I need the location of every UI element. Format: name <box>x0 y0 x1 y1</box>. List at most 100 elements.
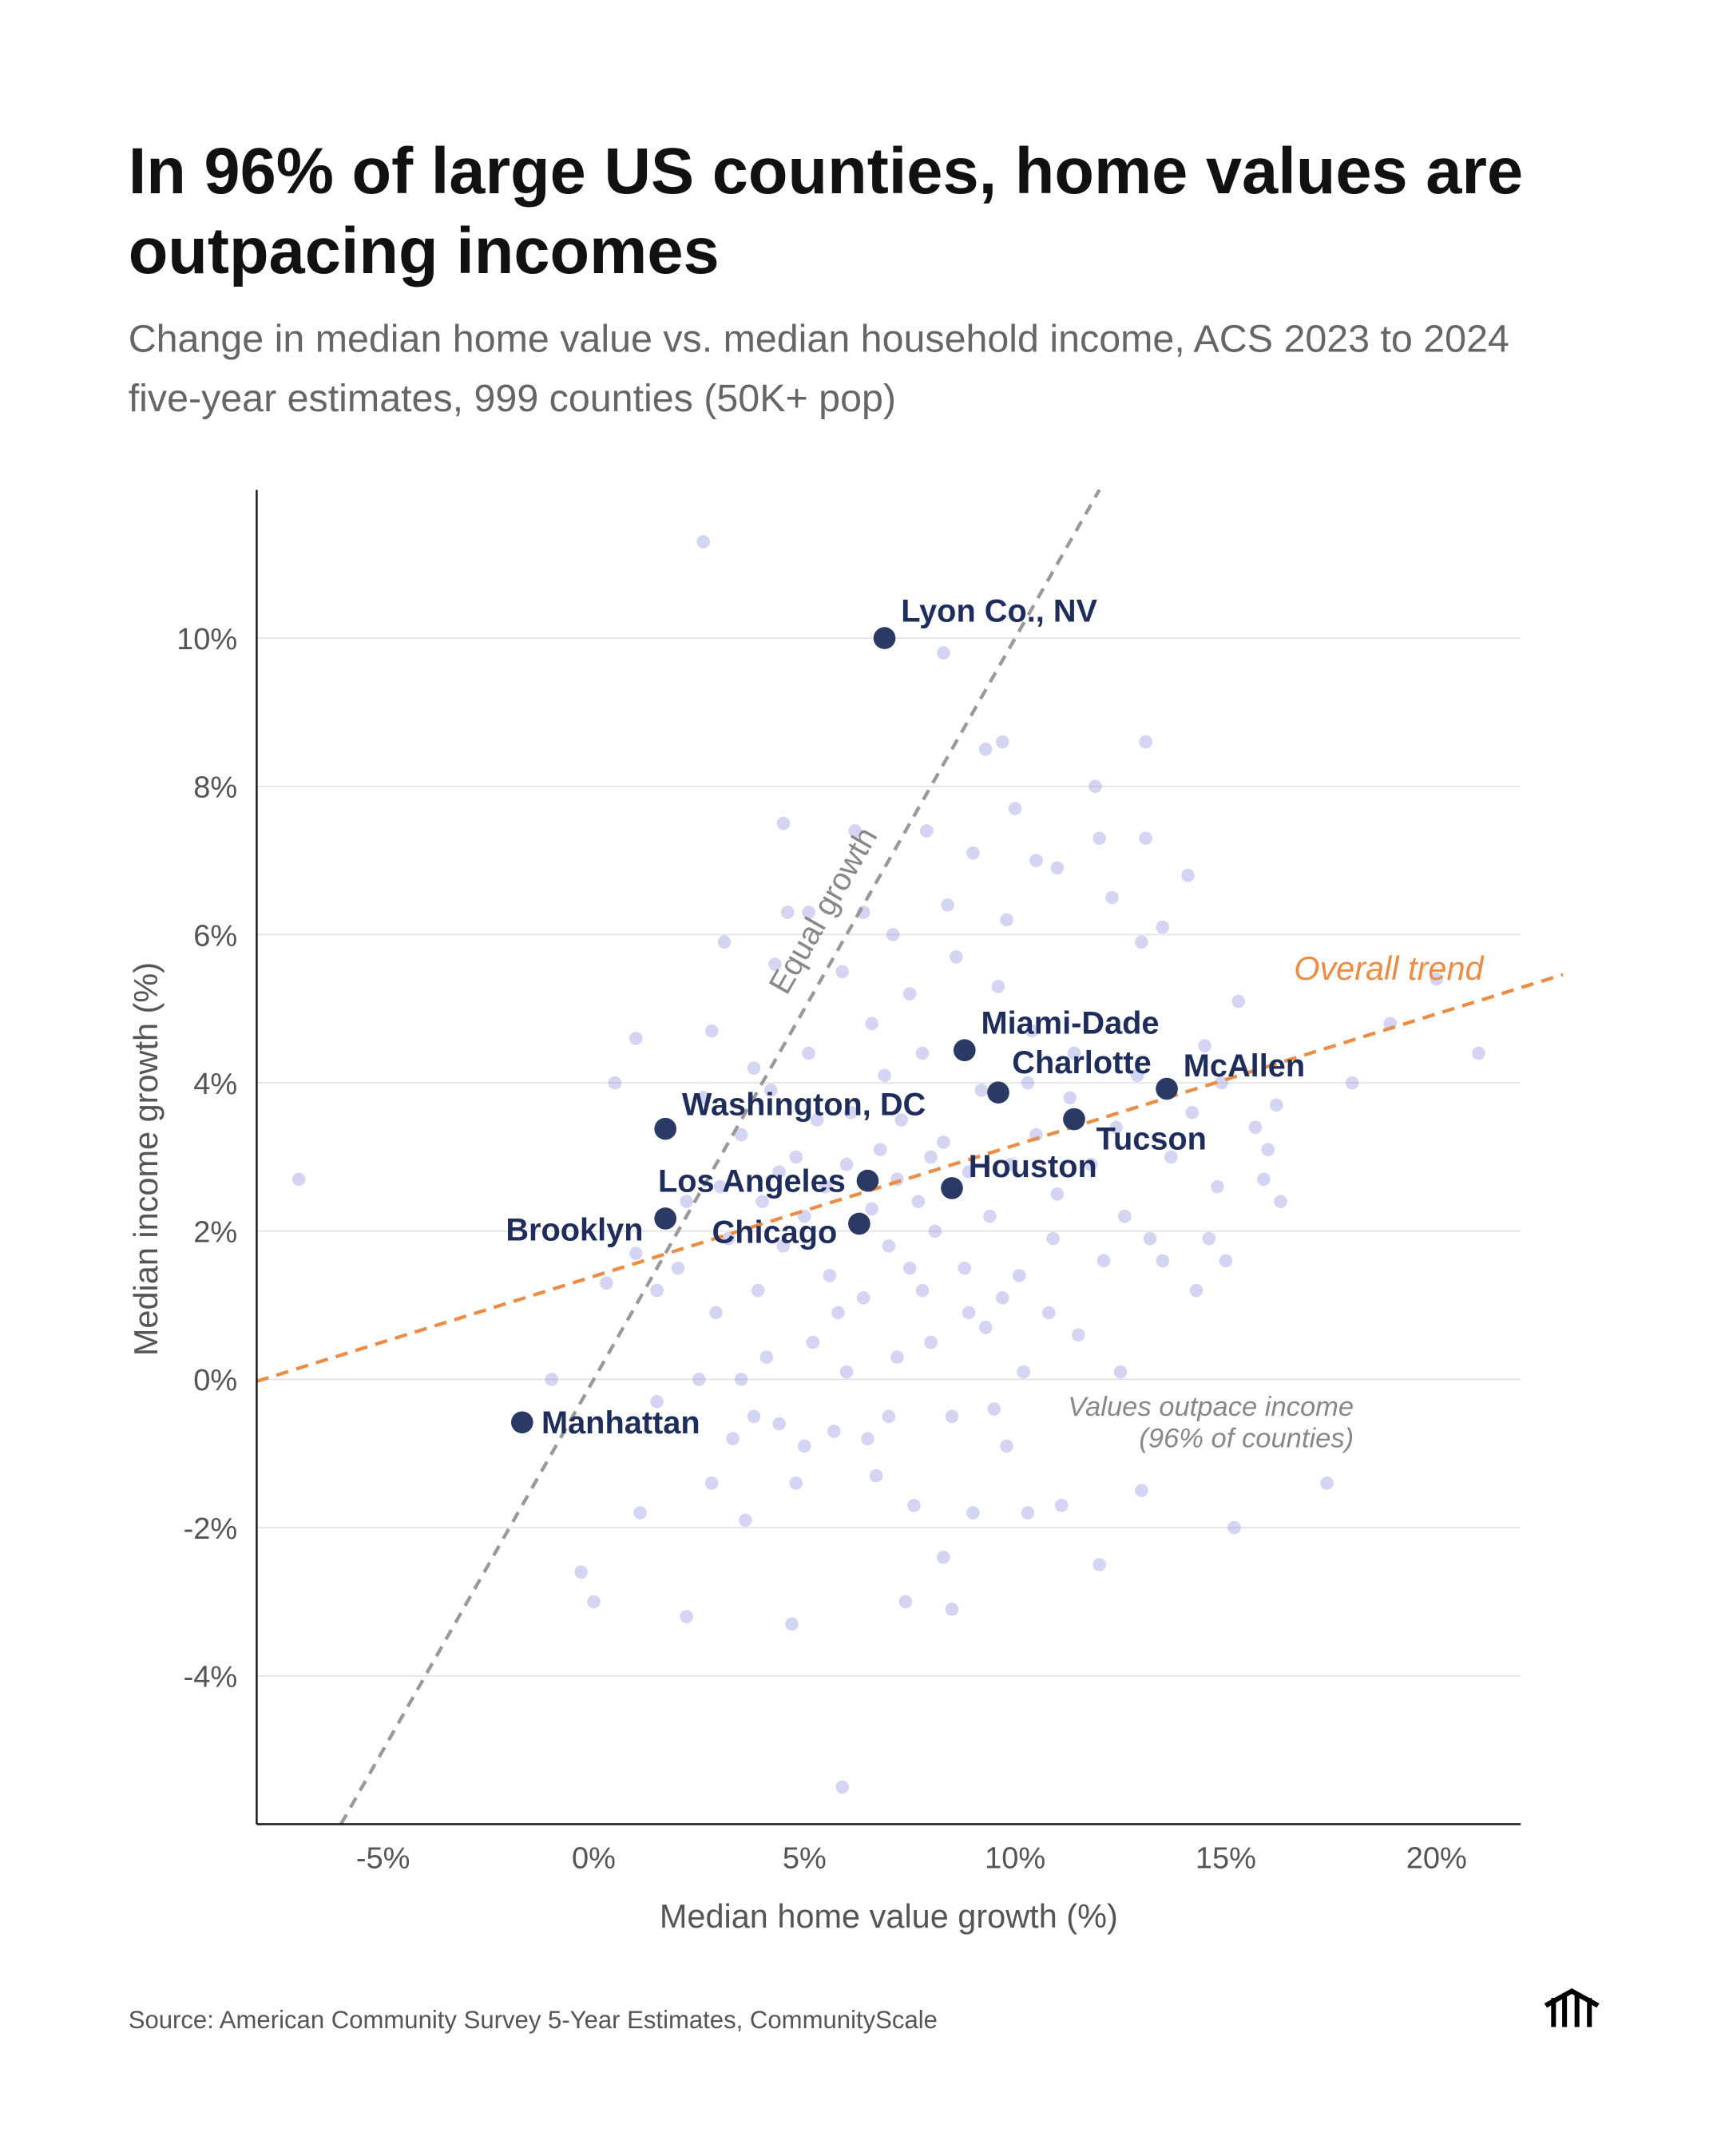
county-point <box>1181 868 1195 882</box>
county-point <box>869 1468 883 1483</box>
y-tick-label: -4% <box>184 1661 238 1694</box>
chart-subtitle-line-2: five-year estimates, 999 counties (50K+ … <box>129 377 896 420</box>
county-point <box>1084 1157 1098 1171</box>
county-point <box>726 1432 740 1445</box>
outpace-annotation-line-2: (96% of counties) <box>1139 1424 1354 1454</box>
highlight-label: Washington, DC <box>682 1087 926 1122</box>
overall-trend-line <box>256 973 1564 1383</box>
building-columns-icon <box>1544 1988 1600 2027</box>
y-tick-label: 10% <box>176 623 237 656</box>
county-point <box>722 1231 736 1246</box>
county-point <box>835 965 850 979</box>
county-point <box>1430 972 1444 986</box>
county-point <box>920 824 934 838</box>
chart-subtitle-line-1: Change in median home value vs. median h… <box>129 318 1509 361</box>
county-point <box>1227 1520 1241 1535</box>
x-tick-label: -5% <box>356 1842 410 1876</box>
county-point <box>629 1246 643 1260</box>
county-point <box>680 1195 693 1208</box>
county-point <box>1139 831 1152 846</box>
county-point <box>894 1113 908 1127</box>
county-point <box>600 1276 613 1290</box>
county-point <box>1029 854 1043 867</box>
county-point <box>882 1409 896 1424</box>
county-point <box>1096 1254 1111 1268</box>
county-point <box>1143 1231 1157 1246</box>
county-point <box>1135 935 1148 949</box>
county-point <box>768 957 782 971</box>
highlight-label: Chicago <box>712 1215 838 1250</box>
equal-growth-line <box>339 489 1101 1825</box>
county-point <box>1054 1498 1069 1512</box>
county-point <box>995 1291 1009 1305</box>
county-point <box>759 1350 774 1364</box>
county-point <box>1092 1558 1106 1571</box>
county-point <box>1118 1209 1132 1223</box>
county-point <box>1021 1506 1035 1520</box>
outpace-annotation-line-1: Values outpace income <box>1068 1392 1354 1422</box>
county-point <box>882 1239 896 1253</box>
county-point <box>856 1291 870 1305</box>
highlight-point <box>510 1411 533 1434</box>
county-point <box>772 1165 786 1179</box>
county-point <box>1257 1172 1271 1187</box>
county-point <box>1198 1039 1211 1052</box>
chart-title-line-1: In 96% of large US counties, home values… <box>129 135 1523 208</box>
county-point <box>1156 920 1170 934</box>
highlight-label: Manhattan <box>541 1405 700 1441</box>
county-point <box>966 846 980 860</box>
county-point <box>1013 1269 1026 1282</box>
county-point <box>1472 1046 1485 1060</box>
county-point <box>1215 1076 1228 1090</box>
county-point <box>789 1150 803 1164</box>
county-point <box>734 1373 748 1386</box>
x-tick-label: 5% <box>783 1842 827 1876</box>
county-point <box>1000 1439 1013 1453</box>
highlight-label: Tucson <box>1096 1122 1207 1157</box>
county-point <box>848 824 862 838</box>
county-point <box>802 1046 815 1060</box>
reference-lines <box>256 489 1564 1825</box>
county-point <box>937 646 950 660</box>
county-point <box>608 1076 622 1090</box>
county-point <box>1105 890 1119 905</box>
county-point <box>937 1135 950 1149</box>
highlight-point <box>848 1212 870 1235</box>
county-point <box>915 1046 930 1060</box>
county-point <box>844 1105 858 1120</box>
county-point <box>1017 1365 1030 1379</box>
county-point <box>928 1224 942 1239</box>
county-point <box>898 1595 913 1609</box>
county-point <box>924 1335 938 1349</box>
county-point <box>1000 913 1013 927</box>
county-point <box>696 535 710 549</box>
county-point <box>587 1595 601 1609</box>
county-point <box>1320 1476 1334 1490</box>
county-point <box>810 1113 824 1127</box>
highlight-label: Lyon Co., NV <box>901 593 1097 628</box>
y-tick-label: 0% <box>193 1364 237 1397</box>
source-note: Source: American Community Survey 5-Year… <box>129 2006 938 2034</box>
tick-labels: -4% -2% 0% 2% 4% 6% 8% 10% -5% 0% 5% 10% 15% 20% <box>176 623 1467 1876</box>
county-point <box>902 987 917 1001</box>
county-point <box>1345 1076 1359 1090</box>
county-point <box>747 1061 761 1075</box>
county-point <box>1050 861 1065 875</box>
highlight-point <box>654 1117 677 1140</box>
county-point <box>545 1373 559 1386</box>
y-tick-label: 6% <box>193 919 237 953</box>
county-point <box>1185 1105 1200 1120</box>
highlight-point <box>987 1081 1009 1104</box>
county-point <box>1219 1254 1233 1268</box>
county-point <box>1269 1098 1283 1112</box>
x-tick-label: 20% <box>1406 1842 1467 1876</box>
county-point <box>717 935 732 949</box>
county-point <box>1113 1365 1128 1379</box>
county-points <box>291 535 1485 1794</box>
county-point <box>1211 1179 1224 1194</box>
county-point <box>713 1179 728 1194</box>
county-point <box>633 1506 647 1520</box>
county-point <box>806 1335 820 1349</box>
county-point <box>789 1476 803 1490</box>
county-point <box>907 1498 921 1512</box>
